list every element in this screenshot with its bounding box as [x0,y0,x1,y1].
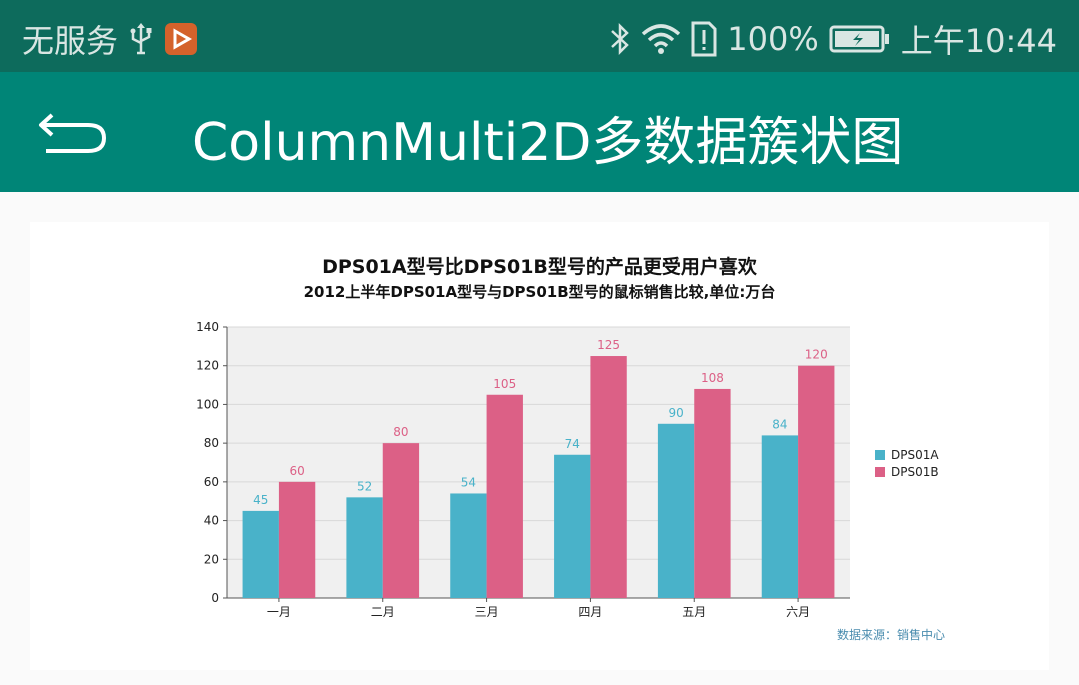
y-tick-label: 80 [204,436,219,450]
chart-legend: DPS01A DPS01B [875,446,939,480]
y-tick-label: 140 [196,320,219,334]
app-bar: ColumnMulti2D多数据簇状图 [0,72,1079,192]
battery-charging-icon [829,24,891,54]
chart-title: DPS01A型号比DPS01B型号的产品更受用户喜欢 [322,256,757,278]
data-label: 105 [493,377,516,391]
y-tick-label: 0 [211,591,219,605]
status-bar-left: 无服务 [22,16,198,62]
battery-percent: 100% [727,20,819,58]
bar [242,510,279,598]
bar [657,423,695,598]
legend-swatch-dps01a [875,449,885,460]
legend-label-dps01b: DPS01B [891,464,939,479]
data-label: 74 [565,437,580,451]
bar [450,493,487,598]
bar [278,481,316,598]
x-tick-label: 四月 [578,605,602,619]
data-label: 60 [289,464,304,478]
page-title: ColumnMulti2D多数据簇状图 [192,113,904,173]
bar [798,365,835,598]
y-tick-label: 60 [204,475,219,489]
bar [486,394,523,598]
data-label: 125 [597,338,620,352]
back-button[interactable] [36,105,112,161]
y-tick-label: 100 [196,397,219,411]
x-tick-label: 二月 [371,605,395,619]
y-tick-label: 40 [204,514,219,528]
data-label: 54 [461,475,476,489]
back-arrow-icon [39,113,107,153]
bar [761,435,799,598]
legend-item-dps01a[interactable]: DPS01A [875,446,939,463]
legend-label-dps01a: DPS01A [891,447,939,462]
clock: 上午10:44 [900,22,1057,60]
bluetooth-icon [609,22,631,56]
wifi-icon [641,22,681,56]
legend-swatch-dps01b [875,466,885,477]
data-label: 45 [253,493,268,507]
data-label: 80 [393,425,408,439]
x-tick-label: 三月 [475,605,499,619]
data-label: 90 [668,406,683,420]
x-tick-label: 六月 [786,605,810,619]
data-label: 120 [805,348,828,362]
app-notification-icon [164,22,198,56]
sim-alert-icon [691,21,717,57]
x-tick-label: 五月 [682,605,706,619]
bar [590,356,627,598]
y-tick-label: 20 [204,552,219,566]
y-tick-label: 120 [196,359,219,373]
status-bar: 无服务 [0,0,1079,72]
chart-credits[interactable]: 数据来源：销售中心 [836,628,945,642]
x-tick-label: 一月 [267,605,291,619]
bar [346,497,383,598]
legend-item-dps01b[interactable]: DPS01B [875,463,939,480]
carrier-label: 无服务 [22,22,119,60]
chart-subtitle: 2012上半年DPS01A型号与DPS01B型号的鼠标销售比较,单位:万台 [303,283,776,301]
bar [382,443,420,598]
data-label: 84 [772,417,787,431]
status-bar-right: 100% 上午10:44 [609,16,1057,62]
data-label: 52 [357,479,372,493]
bar [554,454,591,598]
bar [694,388,731,598]
chart-card: DPS01A型号比DPS01B型号的产品更受用户喜欢 2012上半年DPS01A… [30,222,1049,670]
data-label: 108 [701,371,724,385]
plot-area [227,327,850,598]
usb-icon [128,23,154,55]
